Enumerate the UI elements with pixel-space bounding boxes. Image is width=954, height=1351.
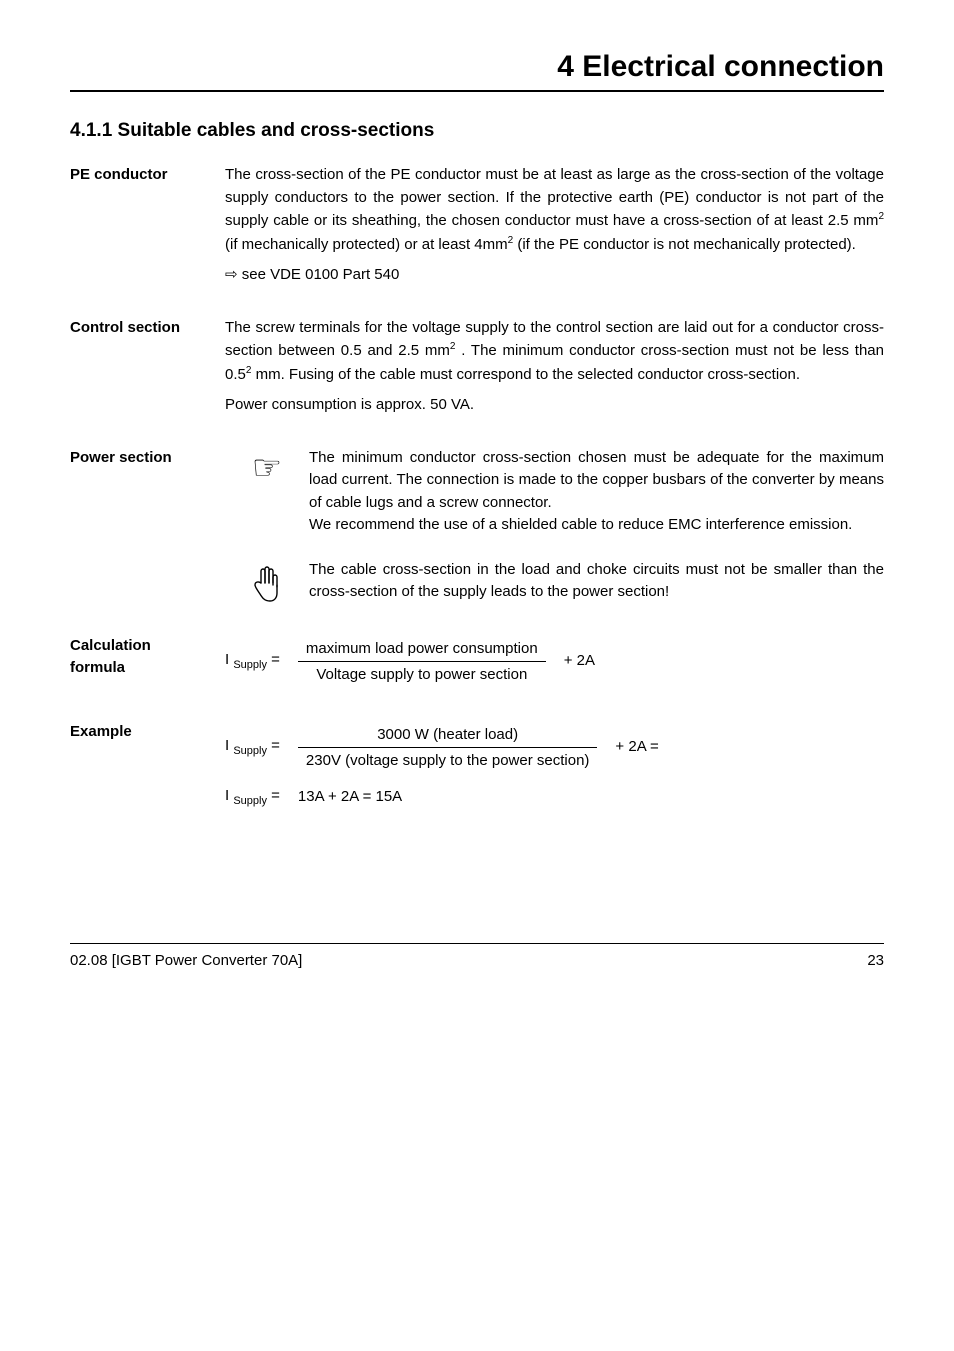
equals-sign: =: [267, 787, 280, 804]
pe-text-2: (if mechanically protected) or at least …: [225, 236, 508, 253]
note-1a: The minimum conductor cross-section chos…: [309, 449, 884, 511]
calculation-content: I Supply = maximum load power consumptio…: [225, 635, 884, 699]
supply-subscript: Supply: [233, 795, 267, 807]
example-content: I Supply = 3000 W (heater load) 230V (vo…: [225, 721, 884, 824]
formula-2-fraction: 3000 W (heater load) 230V (voltage suppl…: [298, 725, 598, 771]
control-section-label: Control section: [70, 317, 225, 425]
note-2-text: The cable cross-section in the load and …: [309, 559, 884, 604]
pe-conductor-label: PE conductor: [70, 164, 225, 295]
example-label: Example: [70, 721, 225, 824]
hand-pointing-icon: ☞: [245, 447, 289, 485]
supply-subscript: Supply: [233, 659, 267, 671]
calculation-row: Calculation formula I Supply = maximum l…: [70, 635, 884, 699]
formula-3: I Supply = 13A + 2A = 15A: [225, 785, 884, 810]
formula-1: I Supply = maximum load power consumptio…: [225, 639, 884, 685]
pe-paragraph: The cross-section of the PE conductor mu…: [225, 164, 884, 256]
formula-1-tail: + 2A: [564, 650, 595, 673]
control-text-3: mm. Fusing of the cable must correspond …: [251, 366, 800, 383]
formula-2-denominator: 230V (voltage supply to the power sectio…: [298, 747, 598, 771]
power-section-label: Power section: [70, 447, 225, 613]
formula-1-denominator: Voltage supply to power section: [298, 661, 546, 685]
equals-sign: =: [267, 737, 280, 754]
pe-see-reference: ⇨ see VDE 0100 Part 540: [225, 264, 884, 287]
formula-3-result: 13A + 2A = 15A: [298, 786, 402, 809]
pe-text-1: The cross-section of the PE conductor mu…: [225, 166, 884, 229]
control-section-row: Control section The screw terminals for …: [70, 317, 884, 425]
page-header: 4 Electrical connection: [70, 50, 884, 92]
power-section-content: ☞ The minimum conductor cross-section ch…: [225, 447, 884, 613]
i-supply-symbol-3: I Supply =: [225, 785, 280, 810]
page-title: 4 Electrical connection: [70, 50, 884, 84]
note-callout-1: ☞ The minimum conductor cross-section ch…: [245, 447, 884, 537]
footer-left: 02.08 [IGBT Power Converter 70A]: [70, 952, 302, 969]
i-supply-symbol: I Supply =: [225, 649, 280, 674]
power-section-row: Power section ☞ The minimum conductor cr…: [70, 447, 884, 613]
note-callout-2: The cable cross-section in the load and …: [245, 559, 884, 613]
control-section-content: The screw terminals for the voltage supp…: [225, 317, 884, 425]
note-1-text: The minimum conductor cross-section chos…: [309, 447, 884, 537]
calc-label-1: Calculation: [70, 637, 151, 654]
i-supply-symbol-2: I Supply =: [225, 735, 280, 760]
formula-2-tail: + 2A =: [615, 736, 658, 759]
note-1b: We recommend the use of a shielded cable…: [309, 516, 852, 533]
control-paragraph-2: Power consumption is approx. 50 VA.: [225, 394, 884, 417]
formula-1-fraction: maximum load power consumption Voltage s…: [298, 639, 546, 685]
footer-right: 23: [867, 952, 884, 969]
formula-2: I Supply = 3000 W (heater load) 230V (vo…: [225, 725, 884, 771]
subsection-title: 4.1.1 Suitable cables and cross-sections: [70, 120, 884, 142]
formula-1-numerator: maximum load power consumption: [298, 639, 546, 662]
formula-2-numerator: 3000 W (heater load): [369, 725, 526, 748]
superscript-2: 2: [878, 211, 884, 222]
calc-label-2: formula: [70, 659, 125, 676]
pe-conductor-row: PE conductor The cross-section of the PE…: [70, 164, 884, 295]
hand-stop-icon: [245, 559, 289, 613]
control-paragraph-1: The screw terminals for the voltage supp…: [225, 317, 884, 387]
supply-subscript: Supply: [233, 745, 267, 757]
pe-conductor-content: The cross-section of the PE conductor mu…: [225, 164, 884, 295]
example-row: Example I Supply = 3000 W (heater load) …: [70, 721, 884, 824]
pe-text-3: (if the PE conductor is not mechanically…: [513, 236, 856, 253]
page-footer: 02.08 [IGBT Power Converter 70A] 23: [70, 943, 884, 969]
equals-sign: =: [267, 651, 280, 668]
calculation-label: Calculation formula: [70, 635, 225, 699]
